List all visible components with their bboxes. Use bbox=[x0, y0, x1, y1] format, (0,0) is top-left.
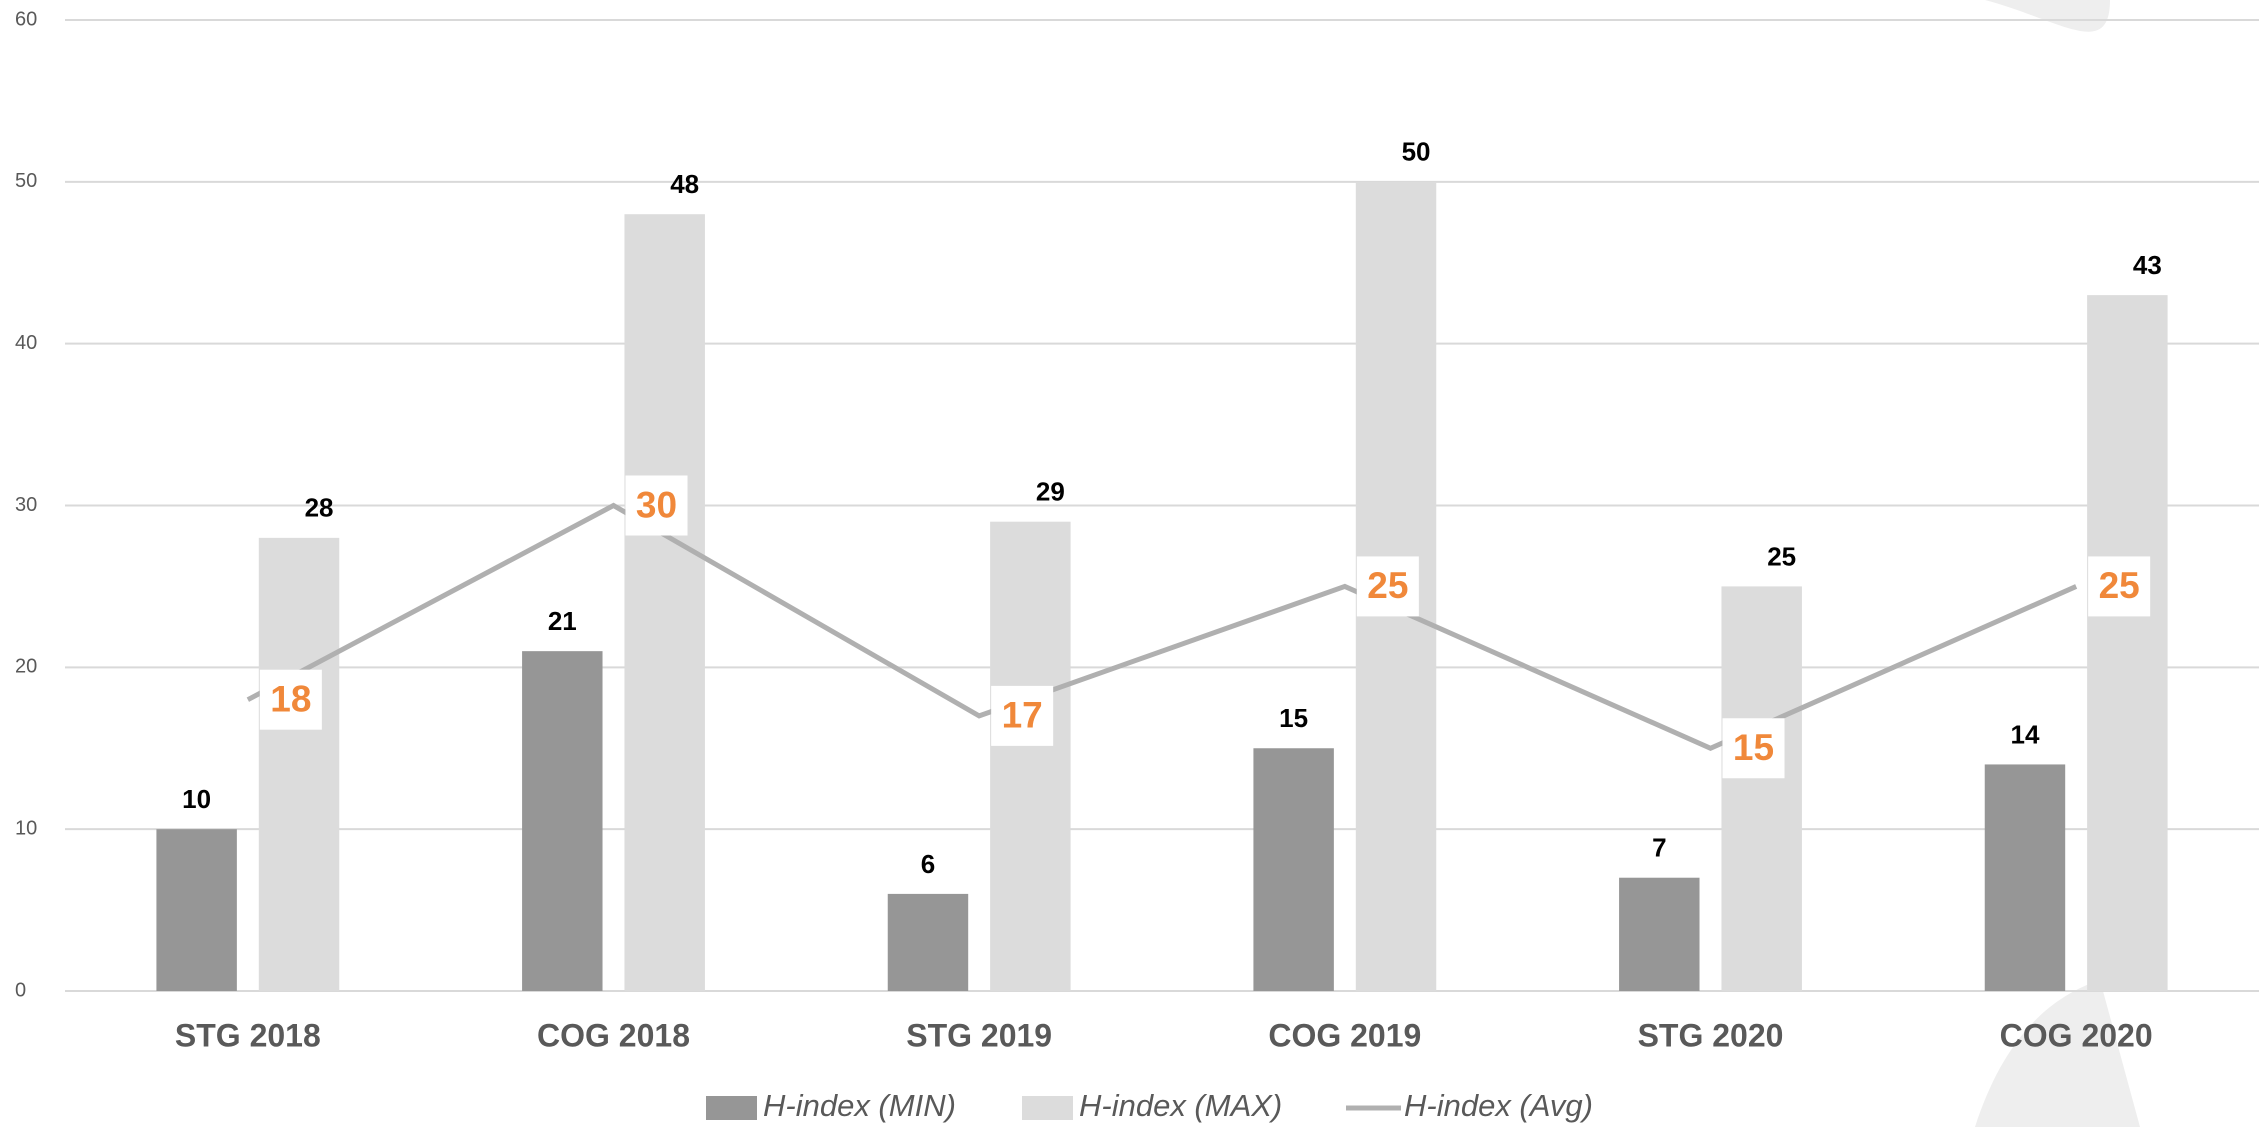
data-label: 29 bbox=[1036, 477, 1065, 507]
data-label: 18 bbox=[270, 678, 311, 719]
data-label: 21 bbox=[548, 606, 577, 636]
data-label: 48 bbox=[670, 169, 699, 199]
x-tick-label: COG 2020 bbox=[2000, 1017, 2153, 1053]
y-tick-label: 40 bbox=[15, 332, 37, 354]
y-tick-label: 60 bbox=[15, 8, 37, 30]
label-box bbox=[259, 669, 322, 730]
y-tick-label: 10 bbox=[15, 817, 37, 839]
data-label: 10 bbox=[182, 784, 211, 814]
bar bbox=[522, 651, 603, 991]
x-tick-label: COG 2019 bbox=[1268, 1017, 1421, 1053]
data-label: 15 bbox=[1279, 703, 1308, 733]
data-label: 15 bbox=[1733, 727, 1774, 768]
data-label: 30 bbox=[636, 484, 677, 525]
bar bbox=[990, 521, 1071, 991]
y-tick-label: 30 bbox=[15, 494, 37, 516]
legend-swatch bbox=[706, 1096, 757, 1120]
bar bbox=[624, 214, 705, 991]
label-box bbox=[1722, 718, 1785, 779]
label-box bbox=[1356, 556, 1419, 617]
bar bbox=[1984, 764, 2066, 991]
bar bbox=[156, 829, 237, 991]
legend-swatch bbox=[1022, 1096, 1073, 1120]
y-tick-label: 50 bbox=[15, 170, 37, 192]
bar bbox=[2087, 295, 2168, 991]
x-tick-label: STG 2018 bbox=[175, 1017, 321, 1053]
x-tick-label: STG 2020 bbox=[1638, 1017, 1784, 1053]
legend-label: H-index (Avg) bbox=[1404, 1088, 1593, 1123]
bar bbox=[1253, 748, 1334, 991]
data-label: 43 bbox=[2133, 250, 2162, 280]
bar bbox=[1721, 586, 1802, 991]
x-tick-label: STG 2019 bbox=[906, 1017, 1052, 1053]
label-box bbox=[2088, 556, 2151, 617]
y-tick-label: 0 bbox=[15, 979, 26, 1001]
data-label: 28 bbox=[305, 493, 334, 523]
y-tick-label: 20 bbox=[15, 656, 37, 678]
x-tick-label: COG 2018 bbox=[537, 1017, 690, 1053]
data-label: 25 bbox=[1367, 565, 1408, 606]
data-label: 25 bbox=[1767, 541, 1796, 571]
data-label: 25 bbox=[2099, 565, 2140, 606]
data-label: 6 bbox=[921, 849, 935, 879]
data-label: 17 bbox=[1002, 695, 1043, 736]
legend-label: H-index (MAX) bbox=[1079, 1088, 1282, 1123]
data-label: 7 bbox=[1652, 833, 1666, 863]
legend-label: H-index (MIN) bbox=[763, 1088, 956, 1123]
data-label: 50 bbox=[1402, 137, 1431, 167]
label-box bbox=[625, 475, 688, 536]
bar bbox=[258, 537, 340, 991]
label-box bbox=[991, 685, 1054, 746]
bar bbox=[1619, 877, 1700, 991]
data-label: 14 bbox=[2011, 719, 2040, 749]
bar bbox=[887, 893, 969, 991]
